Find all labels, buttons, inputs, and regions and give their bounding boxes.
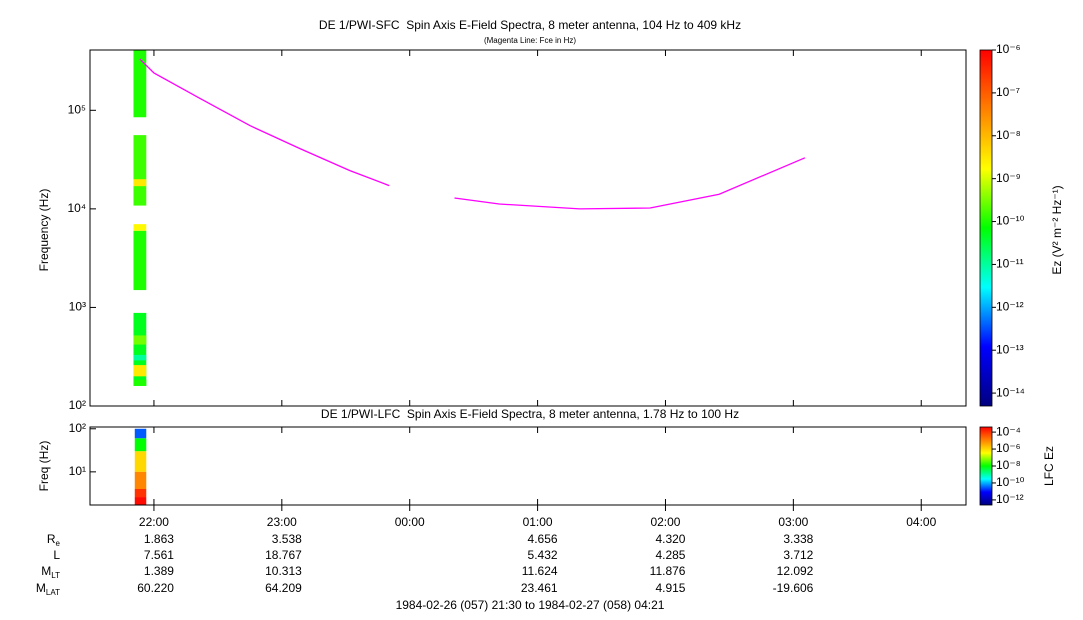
- ephemeris-value: 11.624: [522, 564, 558, 578]
- colorbar-tick-label: 10⁻¹²: [996, 492, 1024, 506]
- ephemeris-value: 18.767: [265, 548, 302, 562]
- ephemeris-value: 60.220: [137, 581, 174, 595]
- spectrogram-cell: [134, 488, 147, 498]
- ephemeris-label: L: [53, 548, 60, 562]
- y-tick-label: 10¹: [69, 464, 86, 478]
- ephemeris-value: 23.461: [521, 581, 558, 595]
- spectrogram-cell: [133, 230, 147, 291]
- colorbar: [979, 426, 993, 506]
- colorbar-tick-label: 10⁻⁶: [996, 42, 1021, 56]
- spectrogram-cell: [133, 179, 147, 187]
- ephemeris-label: M: [41, 564, 51, 578]
- ephemeris-value: 3.338: [783, 532, 813, 546]
- ephemeris-value: 4.656: [528, 532, 558, 546]
- ephemeris-value: 4.915: [655, 581, 685, 595]
- colorbar-tick-label: 10⁻⁶: [996, 441, 1021, 455]
- fce-line: [139, 58, 806, 210]
- ephemeris-label: R: [47, 532, 56, 546]
- time-range: 1984-02-26 (057) 21:30 to 1984-02-27 (05…: [396, 598, 665, 612]
- ephemeris-value: 4.285: [655, 548, 685, 562]
- colorbar-tick-label: 10⁻¹⁰: [996, 214, 1025, 228]
- spectrogram-cell: [133, 224, 147, 231]
- x-tick-label: 02:00: [650, 515, 680, 529]
- ephemeris-value: 7.561: [144, 548, 174, 562]
- colorbar-tick-label: 10⁻⁷: [996, 85, 1020, 99]
- plot-frame: [89, 426, 967, 506]
- y-tick-label: 10⁴: [67, 201, 86, 215]
- chart-title: DE 1/PWI-LFC Spin Axis E-Field Spectra, …: [321, 407, 739, 421]
- chart-subtitle: (Magenta Line: Fce in Hz): [484, 36, 576, 45]
- colorbar-tick-label: 10⁻⁸: [996, 128, 1021, 142]
- plot-frame: [89, 49, 967, 407]
- ephemeris-label-sub: LT: [51, 571, 60, 580]
- ephemeris-label-sub: e: [56, 539, 61, 548]
- colorbar-tick-label: 10⁻¹³: [996, 342, 1024, 356]
- y-axis-label: Freq (Hz): [37, 441, 51, 492]
- colorbar-label: Ez (V² m⁻² Hz⁻¹): [1050, 185, 1064, 274]
- colorbar-tick-label: 10⁻¹¹: [996, 257, 1024, 271]
- chart-title: DE 1/PWI-SFC Spin Axis E-Field Spectra, …: [319, 18, 741, 32]
- spectrogram-cell: [134, 451, 147, 472]
- x-tick-label: 04:00: [906, 515, 936, 529]
- ephemeris-value: 12.092: [777, 564, 814, 578]
- colorbar-tick-label: 10⁻¹⁴: [996, 385, 1025, 399]
- y-tick-label: 10³: [69, 300, 86, 314]
- ephemeris-value: 11.876: [650, 564, 686, 578]
- colorbar-tick-label: 10⁻⁴: [996, 424, 1021, 438]
- x-tick-label: 01:00: [523, 515, 553, 529]
- x-tick-label: 03:00: [778, 515, 808, 529]
- spectrogram-cell: [134, 471, 147, 489]
- ephemeris-value: 3.712: [783, 548, 813, 562]
- ephemeris-value: 3.538: [272, 532, 302, 546]
- x-tick-label: 00:00: [395, 515, 425, 529]
- ephemeris-value: 4.320: [655, 532, 685, 546]
- ephemeris-label-sub: LAT: [46, 588, 60, 597]
- y-axis-label: Frequency (Hz): [37, 189, 51, 272]
- ephemeris-value: 5.432: [528, 548, 558, 562]
- y-tick-label: 10²: [69, 398, 86, 412]
- y-tick-label: 10²: [69, 421, 86, 435]
- colorbar-tick-label: 10⁻¹⁰: [996, 475, 1025, 489]
- colorbar-tick-label: 10⁻¹²: [996, 299, 1024, 313]
- colorbar-tick-label: 10⁻⁹: [996, 171, 1021, 185]
- spectrogram-cell: [133, 354, 147, 361]
- x-tick-label: 22:00: [139, 515, 169, 529]
- spectrogram-cell: [134, 428, 147, 439]
- ephemeris-value: 64.209: [265, 581, 302, 595]
- spectrogram-cell: [134, 438, 147, 452]
- ephemeris-value: -19.606: [773, 581, 814, 595]
- spectrogram-cell: [133, 379, 147, 386]
- spectrogram-cell: [133, 50, 147, 118]
- spectrogram-cell: [134, 497, 147, 505]
- spectrogram-cell: [133, 135, 147, 206]
- colorbar: [979, 49, 993, 407]
- spectrogram-cell: [133, 335, 147, 345]
- ephemeris-value: 10.313: [265, 564, 302, 578]
- colorbar-label: LFC Ez: [1042, 446, 1056, 486]
- y-tick-label: 10⁵: [68, 102, 86, 116]
- ephemeris-value: 1.389: [144, 564, 174, 578]
- ephemeris-label: M: [36, 581, 46, 595]
- spectrogram-cell: [133, 365, 147, 377]
- ephemeris-value: 1.863: [144, 532, 174, 546]
- x-tick-label: 23:00: [267, 515, 297, 529]
- colorbar-tick-label: 10⁻⁸: [996, 458, 1021, 472]
